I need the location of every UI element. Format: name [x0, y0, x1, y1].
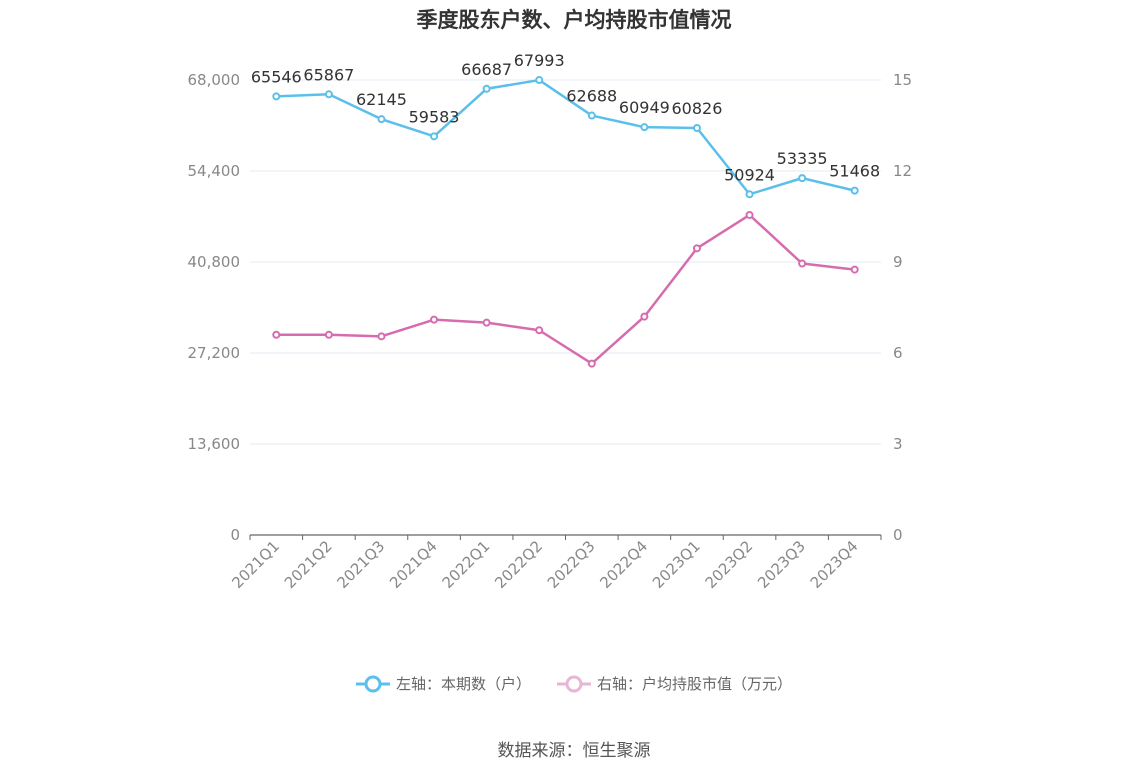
y-right-tick-label: 3: [893, 435, 903, 453]
y-left-tick-label: 0: [230, 526, 240, 544]
legend: 左轴：本期数（户） 右轴：户均持股市值（万元）: [0, 673, 1148, 694]
y-left-tick-label: 54,400: [188, 162, 241, 180]
data-point: [640, 123, 649, 132]
data-label: 50924: [724, 165, 775, 184]
data-point: [535, 76, 544, 85]
y-right-tick-label: 15: [893, 71, 912, 89]
data-label: 62145: [356, 90, 407, 109]
data-point: [692, 244, 701, 253]
data-point: [745, 190, 754, 199]
series-line-right: [276, 213, 855, 365]
y-right-tick-label: 9: [893, 253, 903, 271]
x-tick-label: 2023Q4: [807, 537, 862, 592]
data-point: [640, 312, 649, 321]
y-right-tick-label: 0: [893, 526, 903, 544]
chart-title: 季度股东户数、户均持股市值情况: [416, 8, 732, 32]
x-tick-label: 2023Q2: [702, 537, 757, 592]
data-label: 60826: [672, 99, 723, 118]
x-tick-label: 2023Q3: [754, 537, 809, 592]
data-point: [430, 315, 439, 324]
y-left-tick-label: 13,600: [188, 435, 241, 453]
data-point: [535, 326, 544, 335]
data-point: [798, 259, 807, 268]
x-tick-label: 2023Q1: [649, 537, 704, 592]
data-label: 66687: [461, 60, 512, 79]
data-point: [272, 330, 281, 339]
data-label: 51468: [829, 162, 880, 181]
data-point: [482, 318, 491, 327]
y-left-tick-label: 40,800: [188, 253, 241, 271]
data-label: 67993: [514, 51, 565, 70]
x-tick-label: 2022Q4: [596, 537, 651, 592]
legend-label-right: 右轴：户均持股市值（万元）: [597, 675, 793, 693]
legend-item-left[interactable]: 左轴：本期数（户）: [355, 673, 531, 694]
y-left-tick-label: 68,000: [188, 71, 241, 89]
legend-swatch-left: [355, 675, 390, 692]
x-tick-label: 2021Q4: [386, 537, 441, 592]
data-source: 数据来源：恒生聚源: [497, 741, 651, 761]
y-right-tick-label: 6: [893, 344, 903, 362]
chart-canvas: 0 13,600 27,200 40,800 54,400 68,000 0 3 6 9 12 15 2…: [188, 51, 913, 592]
data-point: [482, 84, 491, 93]
data-point: [324, 90, 333, 99]
legend-label-left: 左轴：本期数（户）: [395, 675, 531, 693]
x-tick-label: 2022Q1: [439, 537, 494, 592]
x-tick-label: 2021Q2: [281, 537, 336, 592]
y-right-tick-label: 12: [893, 162, 912, 180]
data-label: 65546: [251, 67, 302, 86]
data-label: 62688: [566, 87, 617, 106]
data-point: [745, 210, 754, 219]
data-point: [798, 174, 807, 183]
legend-item-right[interactable]: 右轴：户均持股市值（万元）: [557, 673, 792, 694]
data-point: [430, 132, 439, 141]
data-point: [587, 359, 596, 368]
y-left-tick-label: 27,200: [188, 344, 241, 362]
series-layer: [272, 76, 859, 368]
data-point: [850, 186, 859, 195]
x-tick-label: 2022Q3: [544, 537, 599, 592]
data-point: [692, 124, 701, 133]
data-label: 59583: [409, 107, 460, 126]
legend-swatch-right: [557, 675, 591, 692]
data-label: 60949: [619, 98, 670, 117]
data-point: [377, 115, 386, 124]
data-point: [850, 265, 859, 274]
data-point: [587, 111, 596, 120]
data-point: [324, 330, 333, 339]
data-label: 65867: [303, 65, 354, 84]
x-tick-label: 2021Q3: [333, 537, 388, 592]
data-label: 53335: [777, 149, 828, 168]
series-line-left: [276, 78, 855, 196]
data-point: [377, 332, 386, 341]
data-point: [272, 92, 281, 101]
grid-lines: [250, 79, 881, 445]
x-tick-label: 2021Q1: [228, 537, 283, 592]
x-tick-label: 2022Q2: [491, 537, 546, 592]
